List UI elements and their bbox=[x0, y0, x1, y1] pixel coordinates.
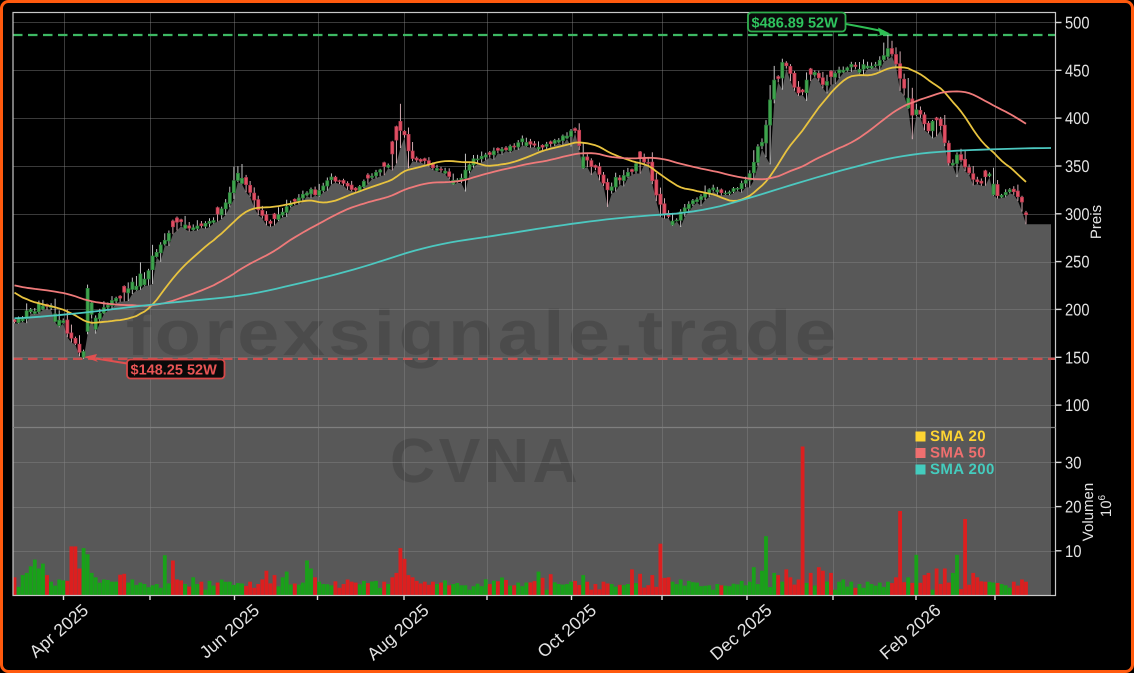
svg-text:10: 10 bbox=[1065, 542, 1082, 561]
svg-text:500: 500 bbox=[1065, 14, 1090, 33]
svg-text:Volumen: Volumen bbox=[1080, 483, 1097, 541]
svg-text:SMA 50: SMA 50 bbox=[930, 445, 986, 462]
svg-text:$486.89 52W: $486.89 52W bbox=[752, 15, 839, 31]
svg-text:450: 450 bbox=[1065, 61, 1090, 80]
svg-text:150: 150 bbox=[1065, 348, 1090, 367]
svg-text:30: 30 bbox=[1065, 453, 1082, 472]
svg-text:200: 200 bbox=[1065, 300, 1090, 319]
svg-text:$148.25 52W: $148.25 52W bbox=[131, 362, 218, 378]
svg-text:CVNA: CVNA bbox=[390, 426, 581, 496]
svg-text:350: 350 bbox=[1065, 157, 1090, 176]
svg-text:20: 20 bbox=[1065, 498, 1082, 517]
svg-text:SMA 20: SMA 20 bbox=[930, 428, 986, 445]
svg-text:100: 100 bbox=[1065, 396, 1090, 415]
svg-text:forexsignale.trade: forexsignale.trade bbox=[126, 297, 840, 369]
svg-text:SMA 200: SMA 200 bbox=[930, 461, 995, 478]
svg-text:Preis: Preis bbox=[1088, 205, 1105, 239]
svg-text:250: 250 bbox=[1065, 253, 1090, 272]
svg-text:300: 300 bbox=[1065, 205, 1090, 224]
svg-text:400: 400 bbox=[1065, 109, 1090, 128]
